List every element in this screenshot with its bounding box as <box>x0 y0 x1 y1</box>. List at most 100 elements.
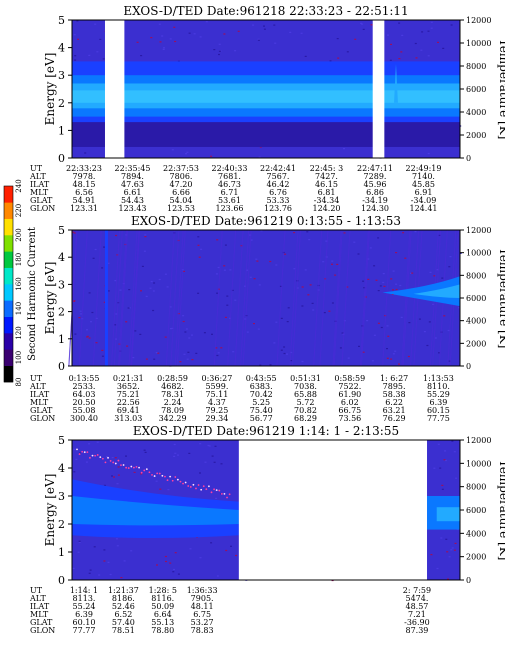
cell-glon: 313.03 <box>114 414 142 423</box>
cell-mlt: 6.71 <box>221 188 239 197</box>
cell-glon: 78.51 <box>112 626 135 635</box>
row-label-glon: GLON <box>30 414 55 423</box>
cell-alt: 4682. <box>161 382 184 391</box>
colorbar-segment <box>4 218 13 236</box>
row-label-alt: ALT <box>29 594 46 603</box>
cell-glon: 78.83 <box>191 626 214 635</box>
ytick-label: 4 <box>58 42 65 55</box>
y2-axis-label: Temperature [K] <box>497 39 505 140</box>
cell-mlt: 2.24 <box>164 398 182 407</box>
cell-glat: 57.40 <box>112 618 135 627</box>
colorbar-segment <box>4 349 13 366</box>
cell-ilat: 46.15 <box>315 180 338 189</box>
cell-mlt: 6.61 <box>124 188 142 197</box>
cell-mlt: 6.56 <box>75 188 93 197</box>
panel-2: EXOS-D/TED Date:961219 0:13:55 - 1:13:53… <box>29 214 505 423</box>
cell-glat: 75.40 <box>250 406 273 415</box>
row-label-glat: GLAT <box>30 406 53 415</box>
colorbar-segment <box>4 202 13 219</box>
cell-alt: 7140. <box>412 172 435 181</box>
cell-ut: 0:36:27 <box>201 374 232 383</box>
cell-glon: 300.40 <box>70 414 98 423</box>
cell-alt: 7289. <box>364 172 387 181</box>
cell-glat: 70.82 <box>294 406 317 415</box>
cell-ilat: 58.38 <box>383 390 406 399</box>
ytick-label: 2 <box>58 518 65 531</box>
cell-alt: 7567. <box>267 172 290 181</box>
cell-glon: 29.34 <box>205 414 228 423</box>
cell-glon: 123.43 <box>119 204 147 213</box>
cell-glat: 79.25 <box>205 406 228 415</box>
cell-alt: 7895. <box>383 382 406 391</box>
row-label-ut: UT <box>30 586 43 595</box>
cell-ut: 0:21:31 <box>113 374 144 383</box>
y2tick-label: 0 <box>466 154 471 163</box>
cell-glon: 77.77 <box>73 626 96 635</box>
cell-alt: 7038. <box>294 382 317 391</box>
cell-glat: 54.04 <box>170 196 193 205</box>
cell-mlt: 6.02 <box>341 398 359 407</box>
panel-3: EXOS-D/TED Date:961219 1:14: 1 - 2:13:55… <box>29 424 505 635</box>
cell-mlt: 6.52 <box>114 610 132 619</box>
ytick-label: 1 <box>58 124 65 137</box>
cell-mlt: 6.76 <box>269 188 287 197</box>
colorbar-tick-label: 220 <box>15 204 23 217</box>
cell-glat: 54.91 <box>73 196 96 205</box>
cell-glat: -36.90 <box>404 618 430 627</box>
cell-ut: 22:35:45 <box>115 164 151 173</box>
ytick-label: 2 <box>58 97 65 110</box>
cell-ut: 1:21:37 <box>108 586 139 595</box>
cell-ilat: 75.11 <box>205 390 228 399</box>
colorbar-tick-label: 140 <box>15 302 23 315</box>
ytick-label: 0 <box>58 152 65 165</box>
cell-glon: 78.80 <box>151 626 174 635</box>
cell-mlt: 6.81 <box>318 188 336 197</box>
cell-ut: 1: 6:27 <box>380 374 408 383</box>
energy-band <box>72 90 460 103</box>
cell-glat: 55.08 <box>73 406 96 415</box>
cell-glon: 77.75 <box>427 414 450 423</box>
colorbar-tick-label: 100 <box>15 351 23 364</box>
ytick-label: 2 <box>58 306 65 319</box>
row-label-alt: ALT <box>29 382 46 391</box>
cell-ilat: 46.42 <box>267 180 290 189</box>
panel-title: EXOS-D/TED Date:961219 0:13:55 - 1:13:53 <box>131 214 401 228</box>
y2tick-label: 10000 <box>466 39 491 48</box>
colorbar-tick-label: 160 <box>15 277 23 290</box>
cell-glat: 53.33 <box>267 196 290 205</box>
colorbar: 80 100 120 140 160 180 200 220 240 Second Harmoni… <box>3 179 38 386</box>
cell-glon: 123.53 <box>167 204 195 213</box>
y2tick-label: 4000 <box>466 108 486 117</box>
emerging-band-core <box>413 284 460 298</box>
cell-ut: 0:51:31 <box>290 374 321 383</box>
y2tick-label: 2000 <box>466 131 486 140</box>
cell-mlt: 7.21 <box>408 610 426 619</box>
y-axis-label: Energy [eV] <box>43 262 57 335</box>
cell-ut: 22:47:11 <box>357 164 393 173</box>
ytick-label: 5 <box>58 224 65 237</box>
colorbar-segment <box>4 251 13 268</box>
dotted-arc <box>76 448 231 499</box>
cell-ilat: 52.46 <box>112 602 135 611</box>
y2tick-label: 4000 <box>466 317 486 326</box>
y2tick-label: 6000 <box>466 506 486 515</box>
cell-alt: 7894. <box>121 172 144 181</box>
y2tick-label: 2000 <box>466 339 486 348</box>
cell-alt: 7522. <box>338 382 361 391</box>
cell-glat: 69.41 <box>117 406 140 415</box>
cell-ut: 22:37:53 <box>163 164 199 173</box>
cell-glat: 78.09 <box>161 406 184 415</box>
colorbar-segment <box>4 316 13 334</box>
cell-glon: 87.39 <box>405 626 428 635</box>
ytick-label: 3 <box>58 278 65 291</box>
y2tick-label: 6000 <box>466 85 486 94</box>
colorbar-segment <box>4 235 13 252</box>
cell-ilat: 46.73 <box>218 180 241 189</box>
ytick-label: 0 <box>58 574 65 587</box>
right-band-core <box>436 507 460 522</box>
row-label-glon: GLON <box>30 204 55 213</box>
cell-ilat: 64.03 <box>73 390 96 399</box>
cell-ut: 1:36:33 <box>187 586 218 595</box>
